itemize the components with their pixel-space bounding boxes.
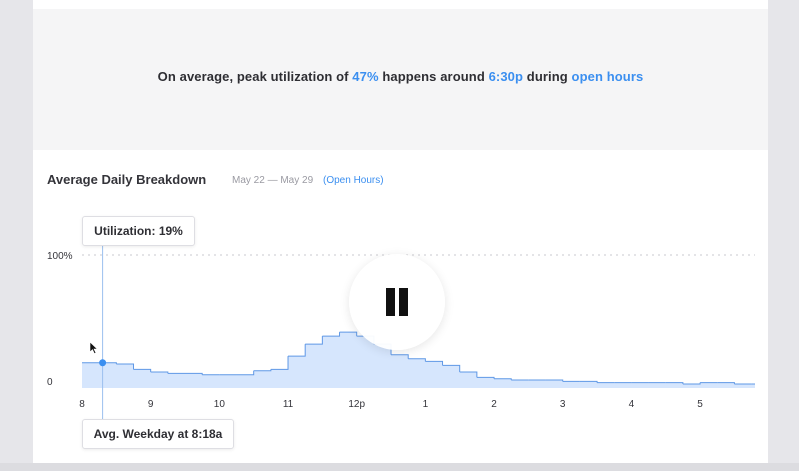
hover-point bbox=[99, 359, 107, 367]
x-tick-label: 5 bbox=[697, 399, 703, 410]
breakdown-title: Average Daily Breakdown bbox=[47, 172, 207, 187]
y-label-100: 100% bbox=[47, 251, 73, 262]
peak-utilization-value: 47% bbox=[352, 69, 379, 84]
x-tick-label: 1 bbox=[423, 399, 429, 410]
peak-time-value: 6:30p bbox=[488, 69, 524, 84]
bottom-bar bbox=[0, 463, 799, 471]
area-step-12 bbox=[288, 344, 306, 357]
open-hours-filter-link[interactable]: (Open Hours) bbox=[323, 175, 384, 186]
area-step-24 bbox=[494, 378, 512, 381]
x-tick-label: 11 bbox=[283, 399, 294, 410]
x-tick-label: 3 bbox=[560, 399, 566, 410]
breakdown-date-range: May 22 — May 29 bbox=[232, 175, 314, 186]
area-step-21 bbox=[442, 364, 461, 373]
pause-button[interactable] bbox=[349, 254, 445, 350]
x-tick-labels: 8 9 10 11 12p 1 2 3 4 5 bbox=[79, 399, 703, 410]
x-tick-label: 4 bbox=[629, 399, 635, 410]
area-step-13 bbox=[305, 336, 323, 345]
area-step-14 bbox=[322, 332, 341, 337]
pause-icon-bar bbox=[399, 288, 408, 316]
summary-during: during bbox=[526, 69, 568, 84]
area-step-18 bbox=[391, 354, 409, 359]
x-tick-label: 12p bbox=[348, 399, 365, 410]
area-step-35 bbox=[682, 382, 701, 385]
x-tick-label: 10 bbox=[214, 399, 226, 410]
x-tick-label: 9 bbox=[148, 399, 154, 410]
area-step-27 bbox=[545, 379, 564, 382]
area-step-20 bbox=[425, 360, 444, 366]
area-step-11 bbox=[270, 356, 289, 370]
area-layer bbox=[82, 331, 755, 388]
pause-icon bbox=[386, 288, 395, 316]
peak-summary: On average, peak utilization of 47% happ… bbox=[33, 69, 768, 84]
area-step-9 bbox=[236, 370, 255, 376]
y-label-0: 0 bbox=[47, 377, 53, 388]
area-step-19 bbox=[408, 358, 426, 362]
summary-prefix: On average, peak utilization of bbox=[157, 69, 349, 84]
x-tick-label: 8 bbox=[79, 399, 85, 410]
mouse-cursor-icon bbox=[89, 341, 99, 354]
area-step-3 bbox=[133, 368, 152, 373]
top-strip bbox=[33, 0, 768, 9]
area-step-10 bbox=[253, 369, 272, 372]
utilization-area bbox=[82, 332, 755, 388]
area-step-22 bbox=[459, 371, 478, 378]
summary-middle: happens around bbox=[382, 69, 485, 84]
summary-panel: On average, peak utilization of 47% happ… bbox=[33, 9, 768, 150]
area-step-2 bbox=[116, 363, 135, 370]
open-hours-link[interactable]: open hours bbox=[571, 69, 644, 84]
time-tooltip: Avg. Weekday at 8:18a bbox=[82, 419, 234, 449]
x-tick-label: 2 bbox=[491, 399, 497, 410]
area-step-15 bbox=[339, 331, 358, 337]
utilization-tooltip: Utilization: 19% bbox=[82, 216, 195, 246]
